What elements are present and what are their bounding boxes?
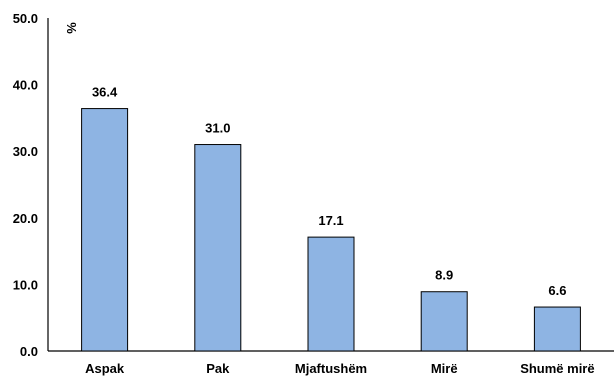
y-tick-label: 30.0 (13, 144, 38, 159)
bar (533, 306, 581, 352)
y-tick-label: 40.0 (13, 78, 38, 93)
data-label: 8.9 (435, 268, 453, 283)
bars (81, 108, 581, 352)
bar (194, 144, 242, 352)
data-label: 36.4 (92, 85, 118, 100)
y-tick-label: 10.0 (13, 277, 38, 292)
x-tick-labels: Aspak Pak Mjaftushëm Mirë Shumë mirë (85, 361, 595, 376)
y-tick-label: 50.0 (13, 11, 38, 26)
x-tick-label: Shumë mirë (520, 361, 594, 376)
y-tick-label: 20.0 (13, 211, 38, 226)
data-label: 31.0 (205, 121, 230, 136)
data-labels: 36.4 31.0 17.1 8.9 6.6 (92, 85, 566, 298)
bar (81, 108, 129, 352)
x-tick-label: Pak (206, 361, 230, 376)
y-tick-labels: 0.0 10.0 20.0 30.0 40.0 50.0 (13, 11, 38, 359)
y-tick-label: 0.0 (20, 344, 38, 359)
y-unit-label: % (64, 22, 79, 34)
x-tick-label: Mjaftushëm (295, 361, 367, 376)
x-tick-label: Aspak (85, 361, 125, 376)
data-label: 6.6 (548, 283, 566, 298)
data-label: 17.1 (318, 213, 343, 228)
x-tick-label: Mirë (431, 361, 458, 376)
bar (420, 291, 468, 352)
bar (307, 236, 355, 352)
